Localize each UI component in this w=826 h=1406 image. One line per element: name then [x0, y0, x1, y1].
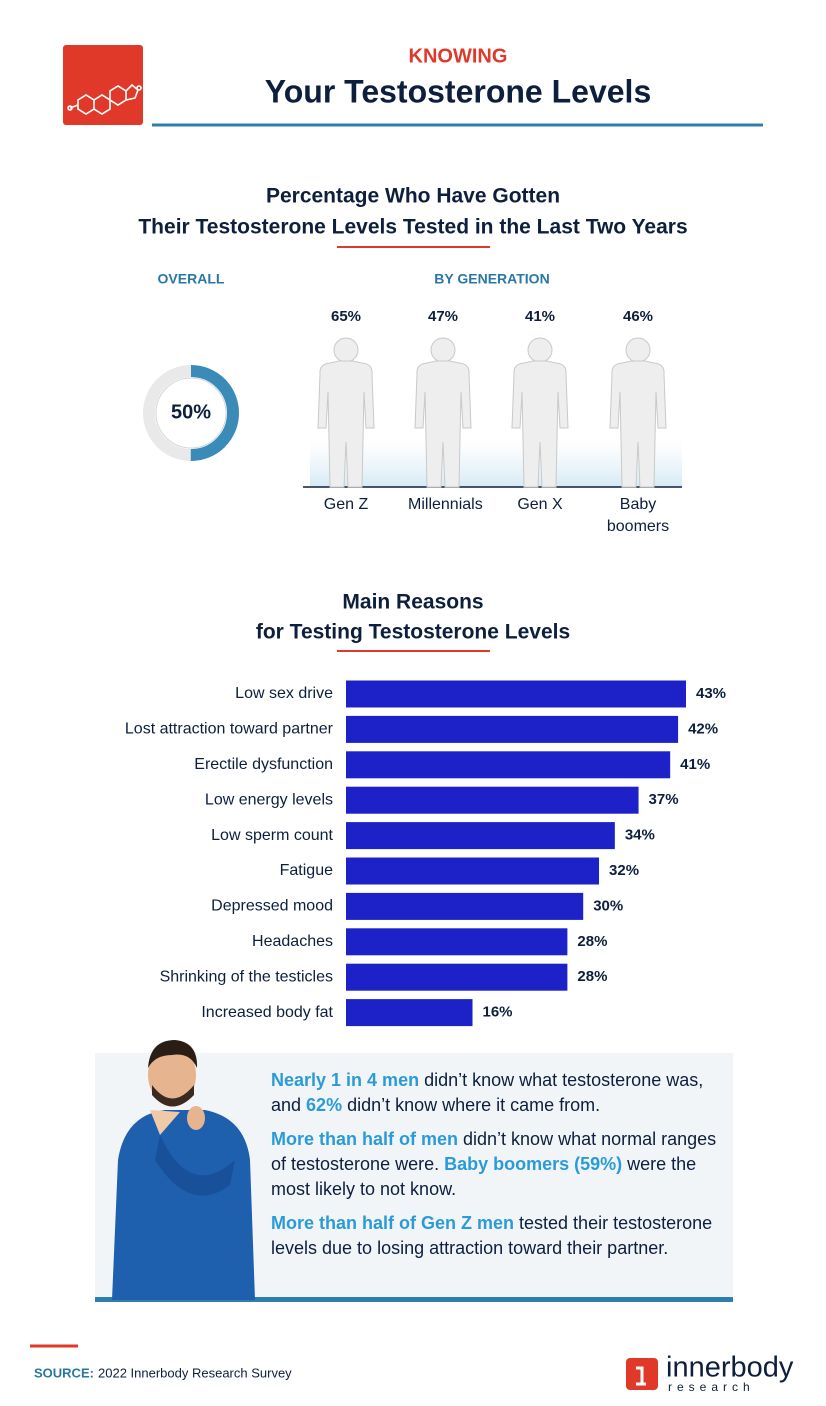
bar [346, 963, 568, 991]
value-label: 28% [577, 933, 607, 950]
value-label: 32% [609, 862, 639, 879]
body-text: tested their testosterone levels due to … [271, 1213, 713, 1258]
subtitle: OVERALL [158, 271, 225, 287]
logo-name: innerbody [666, 1352, 794, 1384]
category-label: Depressed mood [211, 898, 333, 915]
highlight-text: Nearly 1 in 4 men [271, 1070, 420, 1090]
category-label: Gen Z [323, 496, 369, 513]
category-label: Erectile dysfunction [194, 756, 333, 773]
section-title: Their Testosterone Levels Tested in the … [138, 216, 687, 239]
bar [346, 751, 671, 779]
value-label: 65% [331, 308, 361, 325]
value-label: 28% [577, 968, 607, 985]
value-label: 37% [649, 791, 679, 808]
value-label: 46% [623, 308, 653, 325]
bar [346, 822, 615, 850]
category-label: Increased body fat [201, 1004, 333, 1021]
logo-glyph [636, 1366, 646, 1386]
category-label: Gen X [517, 496, 563, 513]
value-label: 41% [680, 756, 710, 773]
category-label: Lost attraction toward partner [125, 721, 334, 738]
category-label: Low sperm count [211, 827, 333, 844]
highlight-text: More than half of Gen Z men [271, 1213, 515, 1233]
bar [346, 892, 584, 920]
value-label: 41% [525, 308, 555, 325]
category-label: Low sex drive [235, 685, 333, 702]
bar [346, 680, 686, 708]
callout-paragraph: Nearly 1 in 4 men didn’t know what testo… [271, 1068, 726, 1118]
bar [346, 928, 568, 956]
body-text: didn’t know what normal ranges of testos… [271, 1129, 717, 1174]
value-label: 42% [688, 720, 718, 737]
value-label: 30% [593, 897, 623, 914]
highlight-text: More than half of men [271, 1129, 459, 1149]
category-label-box: Millennials [408, 496, 483, 513]
callout-rule [95, 1297, 733, 1302]
donut-label: 50% [171, 401, 211, 423]
value-label: 47% [428, 308, 458, 325]
category-label: Headaches [252, 933, 333, 950]
kicker: KNOWING [409, 45, 508, 67]
logo-tagline: research [668, 1380, 755, 1394]
title: Your Testosterone Levels [265, 73, 651, 109]
bar [346, 786, 639, 814]
bar [346, 715, 679, 743]
highlight-text: 62% [306, 1095, 343, 1115]
section-title: Percentage Who Have Gotten [266, 185, 560, 208]
body-text: didn’t know what testosterone was, and [271, 1070, 704, 1115]
value-label: 34% [625, 827, 655, 844]
section-title: for Testing Testosterone Levels [256, 621, 570, 644]
source-text: 2022 Innerbody Research Survey [98, 1365, 292, 1380]
callout-paragraph: More than half of Gen Z men tested their… [271, 1211, 726, 1261]
category-label: Millennials [408, 496, 483, 513]
category-label: Shrinking of the testicles [160, 968, 333, 985]
value-label: 16% [483, 1004, 513, 1021]
subtitle: BY GENERATION [434, 271, 549, 287]
floor [310, 440, 682, 487]
callout-text: Nearly 1 in 4 men didn’t know what testo… [271, 1068, 726, 1270]
donut-arc [143, 365, 239, 461]
man-illustration [112, 1040, 255, 1300]
category-label: Baby boomers [606, 496, 670, 535]
value-label: 43% [696, 685, 726, 702]
bar [346, 857, 600, 885]
category-label-box: Gen Z [323, 496, 369, 513]
header-icon [63, 45, 143, 125]
category-label: Fatigue [280, 862, 333, 879]
category-label: Low energy levels [205, 791, 333, 808]
category-label-box: Baby boomers [606, 496, 670, 535]
callout-paragraph: More than half of men didn’t know what n… [271, 1127, 726, 1202]
bar [346, 999, 473, 1027]
body-text: didn’t know where it came from. [342, 1095, 601, 1115]
section-title: Main Reasons [342, 591, 483, 614]
source-label: SOURCE: [34, 1365, 94, 1380]
molecule [67, 83, 142, 115]
highlight-text: Baby boomers (59%) [444, 1154, 623, 1174]
category-label-box: Gen X [517, 496, 563, 513]
body-text: were the most likely to not know. [271, 1154, 697, 1199]
donut-inner-ring [155, 377, 227, 449]
